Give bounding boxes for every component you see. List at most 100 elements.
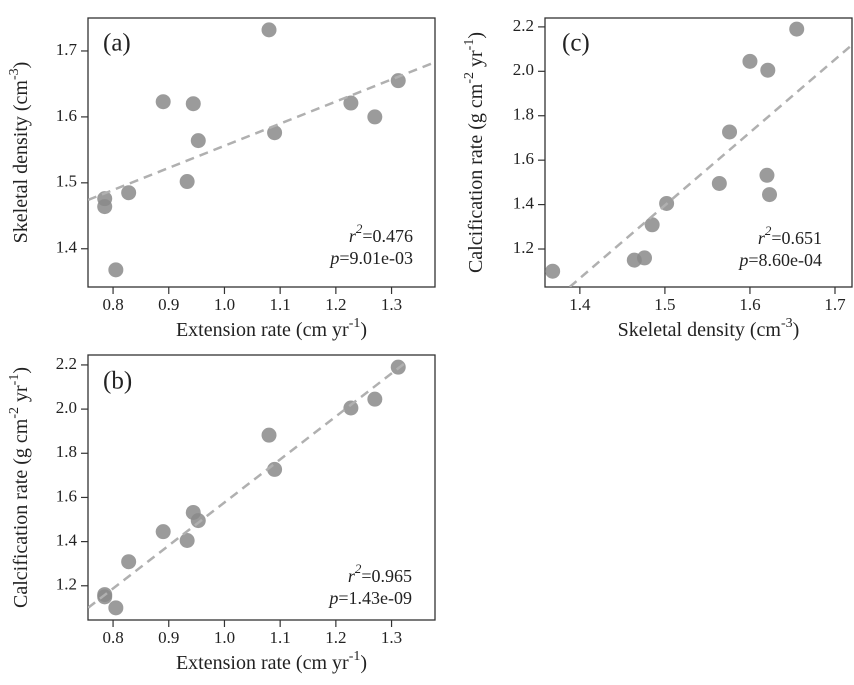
- label-part: yr: [10, 385, 32, 407]
- superscript: 2: [355, 561, 362, 576]
- y-tick-label: 1.4: [56, 531, 78, 550]
- axis-label: Skeletal density (cm-3): [7, 62, 32, 244]
- x-tick-label: 1.4: [569, 295, 591, 314]
- panel-label: (a): [103, 30, 131, 57]
- x-tick-label: 1.3: [381, 295, 402, 314]
- data-point: [261, 427, 277, 443]
- superscript: -3: [7, 68, 22, 80]
- data-point: [179, 174, 195, 190]
- label-part: Extension rate (cm yr: [176, 319, 349, 341]
- label-part: ): [360, 319, 367, 341]
- data-point: [626, 252, 642, 268]
- data-point: [789, 21, 805, 37]
- label-part: ): [10, 367, 32, 374]
- y-tick-label: 2.2: [513, 16, 534, 35]
- axis-label: Skeletal density (cm-3): [618, 316, 800, 341]
- stat-symbol: p: [737, 250, 748, 270]
- x-tick-label: 1.1: [270, 295, 291, 314]
- plot-area: [88, 359, 410, 616]
- data-point: [760, 62, 776, 78]
- plot-area: [88, 22, 435, 278]
- x-tick-label: 1.0: [214, 628, 235, 647]
- data-point: [390, 73, 406, 89]
- data-point: [155, 524, 171, 540]
- stat-text: p=8.60e-04: [737, 250, 822, 270]
- stat-value: =9.01e-03: [339, 248, 413, 268]
- y-tick-label: 1.8: [513, 105, 534, 124]
- label-part: ): [465, 32, 487, 39]
- x-tick-label: 1.3: [381, 628, 402, 647]
- data-point: [108, 600, 124, 616]
- data-point: [185, 96, 201, 112]
- stat-text: p=1.43e-09: [327, 588, 412, 608]
- y-tick-label: 2.2: [56, 354, 77, 373]
- y-tick-label: 1.2: [513, 238, 534, 257]
- panel-label: (b): [103, 368, 132, 395]
- stat-text: r2=0.476: [349, 221, 413, 246]
- y-tick-label: 1.7: [56, 40, 78, 59]
- superscript: -2: [7, 407, 22, 419]
- label-part: Calcification rate (g cm: [10, 418, 32, 608]
- y-tick-label: 1.6: [56, 106, 77, 125]
- superscript: 2: [765, 223, 772, 238]
- y-tick-label: 1.8: [56, 442, 77, 461]
- data-point: [759, 167, 775, 183]
- data-point: [267, 461, 283, 477]
- data-point: [762, 187, 778, 203]
- x-tick-label: 0.9: [158, 295, 179, 314]
- data-point: [367, 109, 383, 125]
- stat-value: =0.476: [362, 226, 413, 246]
- y-tick-label: 1.5: [56, 172, 77, 191]
- stat-text: r2=0.651: [758, 223, 822, 248]
- stat-symbol: r: [348, 566, 356, 586]
- y-tick-label: 1.6: [56, 486, 77, 505]
- plot-frame: [544, 17, 853, 288]
- data-point: [711, 175, 727, 191]
- data-point: [108, 262, 124, 278]
- x-tick-label: 1.1: [270, 628, 291, 647]
- data-point: [121, 185, 137, 201]
- data-point: [97, 589, 113, 605]
- y-tick-label: 2.0: [513, 60, 534, 79]
- label-part: ): [360, 652, 367, 674]
- stat-symbol: r: [349, 226, 357, 246]
- y-tick-label: 1.2: [56, 575, 77, 594]
- axis-label: Calcification rate (g cm-2 yr-1): [462, 32, 487, 273]
- data-point: [190, 513, 206, 529]
- data-point: [97, 199, 113, 215]
- axis-label: Calcification rate (g cm-2 yr-1): [7, 367, 32, 608]
- fit-line: [568, 43, 852, 287]
- panel: 1.4 1.5 1.6 1.7 1.2 1.4 1.6 1.8 2.0 2.2 Skeletal d…: [462, 16, 853, 341]
- stat-value: =0.651: [771, 228, 822, 248]
- axis-label: Extension rate (cm yr-1): [176, 649, 367, 674]
- axis-label: Extension rate (cm yr-1): [176, 316, 367, 341]
- label-part: Skeletal density (cm: [10, 80, 32, 244]
- plot-area: [545, 21, 852, 287]
- data-point: [155, 94, 171, 110]
- superscript: -3: [781, 316, 793, 331]
- stat-symbol: r: [758, 228, 766, 248]
- data-point: [121, 554, 137, 570]
- fit-line: [88, 359, 410, 609]
- label-part: Calcification rate (g cm: [465, 83, 487, 273]
- x-tick-label: 1.5: [654, 295, 675, 314]
- fit-line: [88, 61, 435, 202]
- plot-frame: [87, 354, 436, 621]
- superscript: -1: [349, 649, 361, 664]
- data-point: [267, 125, 283, 141]
- x-tick-label: 0.8: [102, 628, 123, 647]
- stat-symbol: p: [327, 588, 338, 608]
- data-point: [343, 400, 359, 416]
- data-point: [722, 124, 738, 140]
- data-point: [545, 263, 561, 279]
- x-tick-label: 1.6: [739, 295, 760, 314]
- x-tick-label: 1.2: [325, 628, 346, 647]
- x-tick-label: 1.7: [824, 295, 846, 314]
- x-tick-label: 0.9: [158, 628, 179, 647]
- panel: 0.8 0.9 1.0 1.1 1.2 1.3 1.4 1.5 1.6 1.7 Extension …: [7, 17, 436, 341]
- x-tick-label: 0.8: [102, 295, 123, 314]
- superscript: 2: [356, 221, 363, 236]
- panel-label: (c): [562, 30, 590, 57]
- data-point: [179, 533, 195, 548]
- superscript: -1: [7, 374, 22, 386]
